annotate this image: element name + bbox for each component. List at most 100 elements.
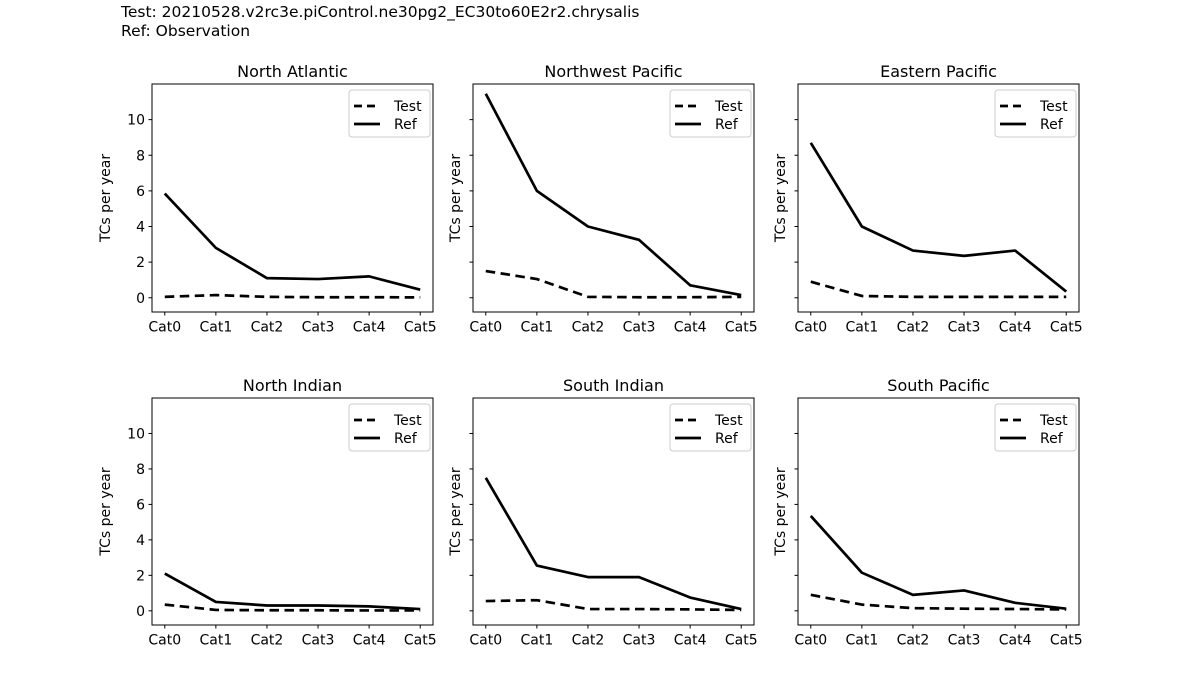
series-line-ref — [809, 515, 1067, 611]
x-tick-label: Cat5 — [725, 633, 758, 649]
x-tick-label: Cat3 — [302, 633, 335, 649]
series-line-ref — [164, 572, 421, 611]
subplot-northwest-pacific: Northwest Pacific TCs per year Cat0 Cat1 Cat… — [448, 62, 758, 336]
legend: Test Ref — [348, 403, 431, 452]
subplot-title: North Indian — [243, 376, 342, 395]
y-tick-label: 8 — [136, 148, 145, 164]
x-tick-label: Cat2 — [897, 633, 930, 649]
x-tick-label: Cat1 — [845, 633, 878, 649]
x-tick-label: Cat1 — [845, 320, 878, 336]
x-tick-label: Cat5 — [725, 320, 758, 336]
series-line-ref — [163, 192, 421, 292]
legend-test-label: Test — [714, 413, 743, 429]
x-tick-label: Cat2 — [572, 320, 605, 336]
legend-ref-label: Ref — [1040, 431, 1064, 447]
y-axis-label: TCs per year — [773, 467, 789, 556]
series-line-test — [485, 269, 742, 299]
y-tick-label: 6 — [136, 184, 145, 200]
y-tick-label: 0 — [136, 291, 145, 307]
legend-test-label: Test — [1039, 99, 1068, 115]
x-tick-label: Cat4 — [674, 633, 707, 649]
series-line-ref — [809, 142, 1068, 293]
y-tick-label: 2 — [136, 255, 145, 271]
x-tick-label: Cat1 — [520, 320, 553, 336]
x-tick-label: Cat2 — [572, 633, 605, 649]
x-tick-label: Cat3 — [623, 320, 656, 336]
y-axis-label: TCs per year — [773, 154, 789, 243]
axes-frame — [797, 83, 1080, 313]
subplot-title: North Atlantic — [237, 62, 348, 81]
subplot-north-atlantic: North Atlantic TCs per year 0 2 4 6 8 10 Cat0 Cat… — [98, 62, 437, 336]
subplot-south-pacific: South Pacific TCs per year Cat0 Cat1 Cat2 Cat… — [773, 376, 1083, 649]
x-tick-label: Cat0 — [148, 320, 181, 336]
subplot-title: Northwest Pacific — [544, 62, 682, 81]
subplot-title: South Pacific — [887, 376, 989, 395]
y-axis-label: TCs per year — [448, 467, 464, 556]
subplot-title: Eastern Pacific — [880, 62, 997, 81]
x-tick-label: Cat0 — [469, 320, 502, 336]
legend-test-label: Test — [714, 99, 743, 115]
x-tick-label: Cat2 — [897, 320, 930, 336]
series-line-test — [810, 280, 1067, 299]
x-tick-label: Cat4 — [353, 320, 386, 336]
x-tick-label: Cat1 — [520, 633, 553, 649]
legend-test-label: Test — [393, 99, 422, 115]
axes-frame — [797, 397, 1080, 626]
y-tick-label: 10 — [127, 113, 145, 129]
x-tick-label: Cat5 — [404, 633, 437, 649]
x-tick-label: Cat5 — [1050, 320, 1083, 336]
series-line-ref — [484, 93, 742, 297]
legend-ref-label: Ref — [1040, 117, 1064, 133]
x-tick-label: Cat5 — [1050, 633, 1083, 649]
legend: Test Ref — [994, 403, 1077, 452]
series-line-test — [164, 293, 421, 299]
x-tick-label: Cat0 — [469, 633, 502, 649]
y-tick-label: 8 — [136, 462, 145, 478]
legend: Test Ref — [348, 89, 431, 138]
axes-frame — [151, 83, 434, 313]
x-tick-label: Cat4 — [353, 633, 386, 649]
legend: Test Ref — [669, 403, 752, 452]
legend-ref-label: Ref — [715, 117, 739, 133]
x-tick-label: Cat3 — [623, 633, 656, 649]
x-tick-label: Cat2 — [251, 320, 284, 336]
legend-ref-label: Ref — [394, 431, 418, 447]
y-tick-label: 4 — [136, 533, 145, 549]
subplot-title: South Indian — [563, 376, 664, 395]
axes-frame — [472, 83, 755, 313]
subplot-north-indian: North Indian TCs per year 0 2 4 6 8 10 Cat0 Cat1 C… — [98, 376, 437, 649]
axes-frame — [151, 397, 434, 626]
subplot-south-indian: South Indian TCs per year Cat0 Cat1 Cat2 Cat3… — [448, 376, 758, 649]
legend-ref-label: Ref — [394, 117, 418, 133]
x-tick-label: Cat4 — [999, 633, 1032, 649]
x-tick-label: Cat4 — [674, 320, 707, 336]
legend: Test Ref — [994, 89, 1077, 138]
y-axis-label: TCs per year — [98, 154, 114, 243]
x-tick-label: Cat3 — [948, 320, 981, 336]
y-axis-label: TCs per year — [98, 467, 114, 556]
axes-frame — [472, 397, 755, 626]
y-tick-label: 0 — [136, 604, 145, 620]
x-tick-label: Cat0 — [794, 633, 827, 649]
x-tick-label: Cat0 — [148, 633, 181, 649]
series-line-ref — [484, 477, 742, 611]
x-tick-label: Cat3 — [302, 320, 335, 336]
y-tick-label: 10 — [127, 426, 145, 442]
series-line-test — [485, 598, 742, 612]
y-tick-label: 2 — [136, 568, 145, 584]
x-tick-label: Cat3 — [948, 633, 981, 649]
header-test-line: Test: 20210528.v2rc3e.piControl.ne30pg2_… — [121, 3, 640, 21]
series-line-test — [164, 603, 421, 612]
x-tick-label: Cat0 — [794, 320, 827, 336]
x-tick-label: Cat1 — [199, 320, 232, 336]
y-tick-label: 4 — [136, 220, 145, 236]
header-ref-line: Ref: Observation — [121, 22, 251, 40]
x-tick-label: Cat2 — [251, 633, 284, 649]
legend: Test Ref — [669, 89, 752, 138]
x-tick-label: Cat1 — [199, 633, 232, 649]
series-line-test — [810, 593, 1067, 611]
legend-ref-label: Ref — [715, 431, 739, 447]
y-axis-label: TCs per year — [448, 154, 464, 243]
